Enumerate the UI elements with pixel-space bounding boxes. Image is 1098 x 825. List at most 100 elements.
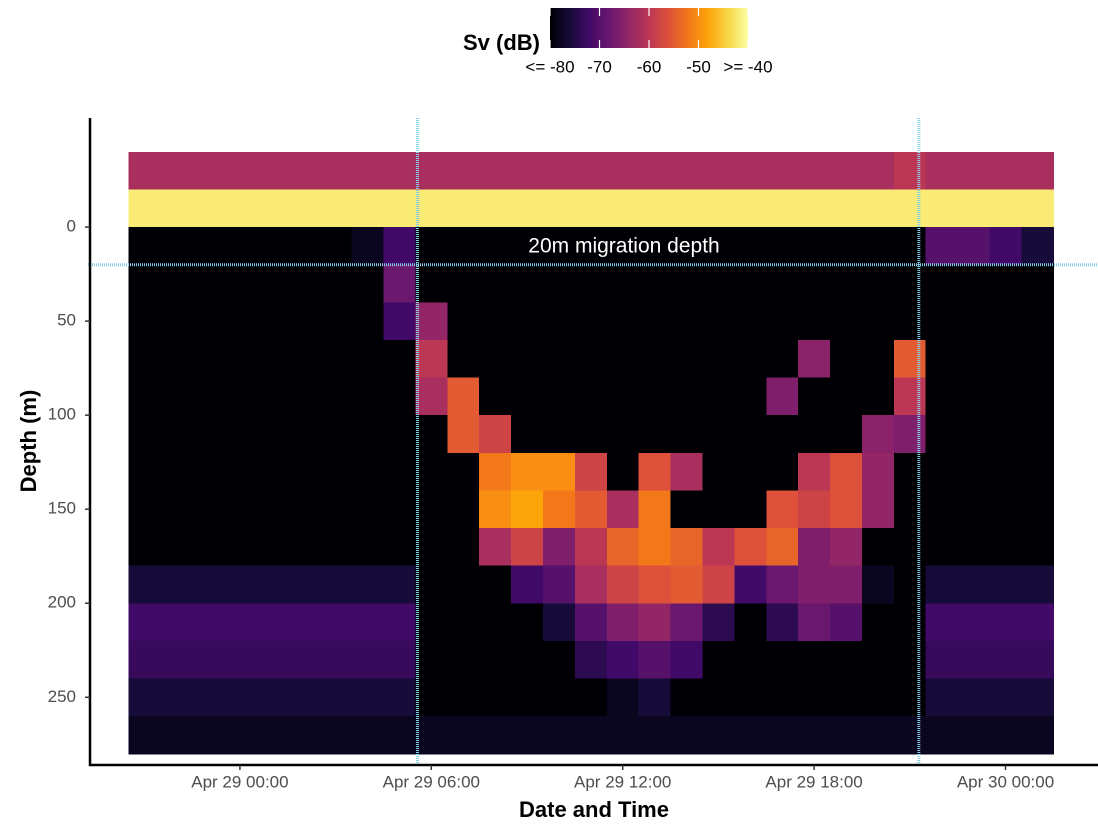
heatmap-cell (319, 227, 353, 266)
heatmap-cell (734, 415, 767, 454)
heatmap-cell (383, 565, 416, 604)
heatmap-cell (606, 264, 640, 303)
heatmap-cell (255, 678, 289, 717)
heatmap-cell (192, 264, 225, 303)
heatmap-cell (511, 151, 544, 191)
heatmap-cell (160, 716, 193, 755)
heatmap-cell (638, 264, 672, 303)
heatmap-cell (734, 565, 767, 604)
heatmap-cell (542, 415, 576, 454)
heatmap-cell (287, 151, 321, 191)
heatmap-cell (255, 640, 289, 680)
heatmap-cell (479, 151, 512, 191)
heatmap-cell (223, 678, 257, 717)
heatmap-cell (383, 640, 416, 680)
heatmap-cell (287, 264, 321, 303)
heatmap-cell (319, 716, 353, 755)
heatmap-cell (319, 490, 353, 529)
heatmap-cell (223, 716, 257, 755)
heatmap-cell (447, 490, 480, 529)
heatmap-cell (447, 189, 480, 228)
heatmap-cell (351, 603, 385, 642)
colorbar-tick-label: -70 (587, 57, 612, 76)
heatmap-cell (606, 565, 640, 604)
heatmap-cell (989, 151, 1023, 191)
overlay: 20m migration depth (88, 118, 1098, 765)
heatmap-cell (255, 452, 289, 492)
heatmap-cell (638, 415, 672, 454)
heatmap-cell (542, 264, 576, 303)
heatmap-cell (160, 302, 193, 341)
heatmap-cell (861, 603, 895, 642)
heatmap-cell (925, 678, 959, 717)
heatmap-cell (798, 528, 831, 567)
heatmap-cell (287, 678, 321, 717)
heatmap-cell (670, 603, 704, 642)
heatmap-cell (957, 151, 991, 191)
heatmap-cell (830, 528, 863, 567)
heatmap-cell (830, 565, 863, 604)
heatmap-cell (319, 603, 353, 642)
heatmap-cell (160, 452, 193, 492)
heatmap-cell (670, 678, 704, 717)
heatmap-cell (1021, 565, 1054, 604)
heatmap-cell (383, 377, 416, 416)
heatmap-cell (351, 227, 385, 266)
heatmap-cell (574, 452, 608, 492)
heatmap-cell (830, 415, 863, 454)
heatmap-cell (447, 565, 480, 604)
heatmap-cell (447, 716, 480, 755)
heatmap-cell (128, 339, 161, 379)
heatmap-cell (479, 302, 512, 341)
x-axis-title: Date and Time (519, 797, 669, 822)
heatmap-cell (255, 189, 289, 228)
heatmap-cell (255, 490, 289, 529)
heatmap-cell (734, 377, 767, 416)
heatmap-cell (192, 603, 225, 642)
heatmap-cell (830, 339, 863, 379)
heatmap-cell (861, 716, 895, 755)
heatmap-cell (606, 151, 640, 191)
heatmap-cell (893, 264, 927, 303)
heatmap-cell (383, 415, 416, 454)
heatmap-cell (798, 264, 831, 303)
heatmap-cell (830, 452, 863, 492)
heatmap-cell (893, 603, 927, 642)
y-tick-label: 150 (48, 499, 76, 518)
heatmap-cell (447, 528, 480, 567)
heatmap-cell (702, 302, 735, 341)
heatmap-cell (319, 189, 353, 228)
heatmap-cell (479, 490, 512, 529)
heatmap-cell (830, 151, 863, 191)
heatmap-cell (128, 189, 161, 228)
heatmap-cell (192, 528, 225, 567)
heatmap-cell (383, 603, 416, 642)
heatmap-cell (128, 490, 161, 529)
heatmap-cell (798, 603, 831, 642)
heatmap-cell (798, 640, 831, 680)
heatmap-cell (479, 189, 512, 228)
heatmap-cell (830, 302, 863, 341)
heatmap-cell (160, 227, 193, 266)
heatmap-cell (957, 415, 991, 454)
heatmap-cell (511, 603, 544, 642)
heatmap-cell (383, 490, 416, 529)
heatmap-cell (287, 302, 321, 341)
heatmap-cell (383, 227, 416, 266)
heatmap-cell (766, 415, 799, 454)
heatmap-cell (415, 716, 448, 755)
heatmap-cell (351, 264, 385, 303)
heatmap-cell (192, 565, 225, 604)
heatmap-cell (223, 227, 257, 266)
heatmap-cell (925, 640, 959, 680)
y-tick-label: 0 (67, 217, 76, 236)
heatmap-cell (638, 377, 672, 416)
heatmap-cell (734, 678, 767, 717)
heatmap-cell (702, 452, 735, 492)
heatmap-cell (702, 227, 735, 266)
heatmap-cell (893, 415, 927, 454)
heatmap-cell (734, 528, 767, 567)
heatmap-cell (447, 264, 480, 303)
heatmap-cell (670, 264, 704, 303)
heatmap-cell (766, 227, 799, 266)
